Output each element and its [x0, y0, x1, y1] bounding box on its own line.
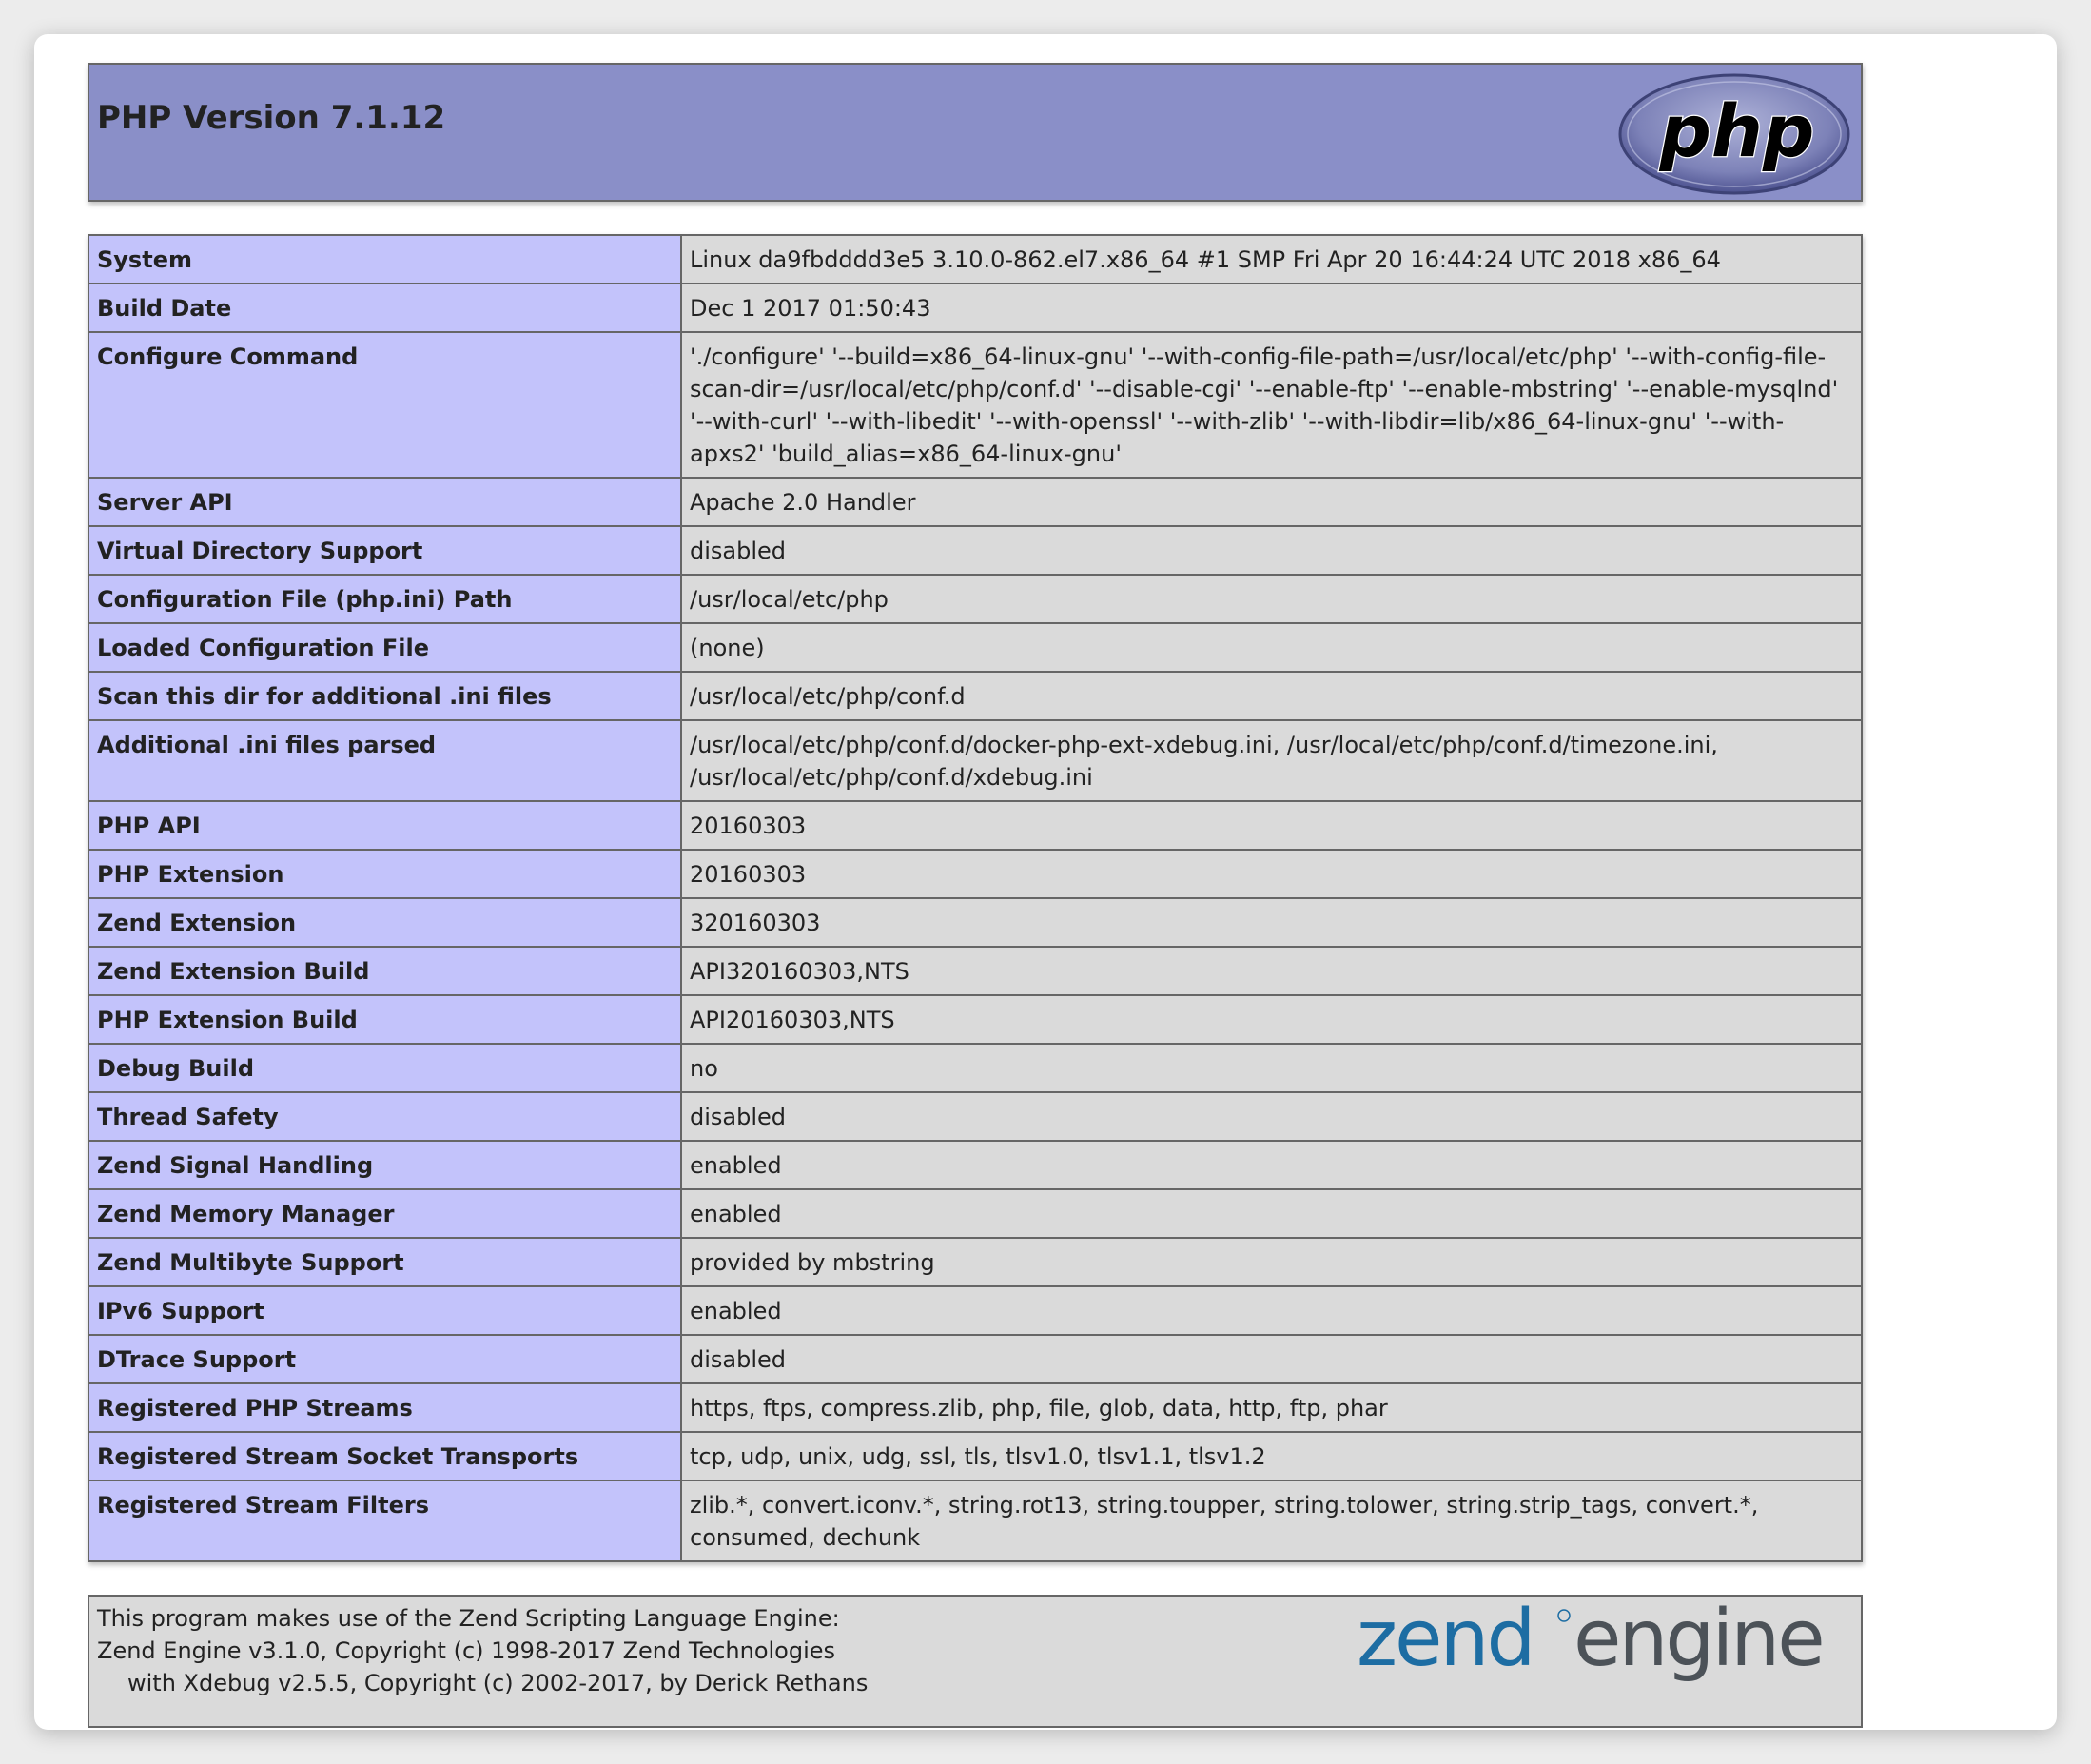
row-value: /usr/local/etc/php/conf.d	[680, 671, 1863, 721]
php-logo-text: php	[1659, 88, 1815, 173]
row-key: PHP Extension	[88, 849, 682, 899]
row-value: 320160303	[680, 897, 1863, 948]
row-value: /usr/local/etc/php/conf.d/docker-php-ext…	[680, 719, 1863, 802]
row-key: Registered PHP Streams	[88, 1382, 682, 1433]
row-key: System	[88, 234, 682, 284]
row-key: Zend Multibyte Support	[88, 1237, 682, 1287]
row-key: Virtual Directory Support	[88, 525, 682, 576]
row-key: Configure Command	[88, 331, 682, 479]
row-value: enabled	[680, 1140, 1863, 1190]
row-value: https, ftps, compress.zlib, php, file, g…	[680, 1382, 1863, 1433]
row-key: Debug Build	[88, 1043, 682, 1093]
table-row: PHP API 20160303	[88, 800, 1863, 851]
row-key: Scan this dir for additional .ini files	[88, 671, 682, 721]
footer-line-3: with Xdebug v2.5.5, Copyright (c) 2002-2…	[127, 1670, 869, 1696]
row-key: PHP Extension Build	[88, 994, 682, 1045]
table-row: Loaded Configuration File (none)	[88, 622, 1863, 673]
row-key: Additional .ini files parsed	[88, 719, 682, 802]
table-row: Thread Safety disabled	[88, 1091, 1863, 1142]
row-key: Thread Safety	[88, 1091, 682, 1142]
table-row: Registered PHP Streams https, ftps, compr…	[88, 1382, 1863, 1433]
table-row: Virtual Directory Support disabled	[88, 525, 1863, 576]
row-key: Loaded Configuration File	[88, 622, 682, 673]
footer-line-1: This program makes use of the Zend Scrip…	[97, 1605, 840, 1632]
row-key: DTrace Support	[88, 1334, 682, 1384]
row-key: Server API	[88, 477, 682, 527]
zend-footer: This program makes use of the Zend Scrip…	[88, 1595, 1863, 1728]
table-row: Zend Memory Manager enabled	[88, 1188, 1863, 1239]
row-key: Zend Extension	[88, 897, 682, 948]
row-value: Dec 1 2017 01:50:43	[680, 283, 1863, 333]
row-value: provided by mbstring	[680, 1237, 1863, 1287]
row-key: Zend Signal Handling	[88, 1140, 682, 1190]
row-value: no	[680, 1043, 1863, 1093]
table-row: Server API Apache 2.0 Handler	[88, 477, 1863, 527]
zend-engine-logo: zend engine	[1357, 1598, 1826, 1684]
phpinfo-content: PHP Version 7.1.12 php Sys	[88, 63, 1863, 1728]
table-row: PHP Extension Build API20160303,NTS	[88, 994, 1863, 1045]
phpinfo-header: PHP Version 7.1.12 php	[88, 63, 1863, 202]
phpinfo-table: System Linux da9fbdddd3e5 3.10.0-862.el7.…	[88, 234, 1863, 1562]
row-key: Build Date	[88, 283, 682, 333]
table-row: Zend Signal Handling enabled	[88, 1140, 1863, 1190]
php-logo: php	[1618, 73, 1850, 195]
table-row: Configure Command './configure' '--build=…	[88, 331, 1863, 479]
row-value: (none)	[680, 622, 1863, 673]
row-value: 20160303	[680, 800, 1863, 851]
table-row: IPv6 Support enabled	[88, 1285, 1863, 1336]
row-value: tcp, udp, unix, udg, ssl, tls, tlsv1.0, …	[680, 1431, 1863, 1481]
row-value: disabled	[680, 1334, 1863, 1384]
table-row: Configuration File (php.ini) Path/usr/lo…	[88, 574, 1863, 624]
table-row: Debug Build no	[88, 1043, 1863, 1093]
row-value: API320160303,NTS	[680, 946, 1863, 996]
browser-window: PHP Version 7.1.12 php Sys	[34, 34, 2057, 1730]
table-row: DTrace Support disabled	[88, 1334, 1863, 1384]
table-row: Zend Multibyte Support provided by mbstri…	[88, 1237, 1863, 1287]
table-row: Registered Stream Socket Transports tcp, …	[88, 1431, 1863, 1481]
row-key: Zend Memory Manager	[88, 1188, 682, 1239]
table-row: Zend Extension 320160303	[88, 897, 1863, 948]
row-value: disabled	[680, 1091, 1863, 1142]
row-value: enabled	[680, 1285, 1863, 1336]
engine-logo-word: engine	[1573, 1598, 1823, 1684]
row-value: zlib.*, convert.iconv.*, string.rot13, s…	[680, 1480, 1863, 1562]
row-key: Registered Stream Filters	[88, 1480, 682, 1562]
row-key: IPv6 Support	[88, 1285, 682, 1336]
row-value: API20160303,NTS	[680, 994, 1863, 1045]
page-title: PHP Version 7.1.12	[97, 99, 446, 137]
row-value: Apache 2.0 Handler	[680, 477, 1863, 527]
table-row: Scan this dir for additional .ini files /…	[88, 671, 1863, 721]
row-value: enabled	[680, 1188, 1863, 1239]
row-key: Zend Extension Build	[88, 946, 682, 996]
registered-mark-icon	[1557, 1609, 1571, 1622]
table-row: Zend Extension Build API320160303,NTS	[88, 946, 1863, 996]
row-value: Linux da9fbdddd3e5 3.10.0-862.el7.x86_64…	[680, 234, 1863, 284]
table-row: PHP Extension 20160303	[88, 849, 1863, 899]
row-key: PHP API	[88, 800, 682, 851]
footer-line-2: Zend Engine v3.1.0, Copyright (c) 1998-2…	[97, 1637, 836, 1664]
zend-logo-word: zend	[1357, 1598, 1534, 1684]
row-key: Registered Stream Socket Transports	[88, 1431, 682, 1481]
row-value: './configure' '--build=x86_64-linux-gnu'…	[680, 331, 1863, 479]
table-row: Additional .ini files parsed/usr/local/e…	[88, 719, 1863, 802]
table-row: Build Date Dec 1 2017 01:50:43	[88, 283, 1863, 333]
row-key: Configuration File (php.ini) Path	[88, 574, 682, 624]
row-value: 20160303	[680, 849, 1863, 899]
row-value: /usr/local/etc/php	[680, 574, 1863, 624]
table-row: System Linux da9fbdddd3e5 3.10.0-862.el7.…	[88, 234, 1863, 284]
row-value: disabled	[680, 525, 1863, 576]
table-row: Registered Stream Filters zlib.*, convert…	[88, 1480, 1863, 1562]
